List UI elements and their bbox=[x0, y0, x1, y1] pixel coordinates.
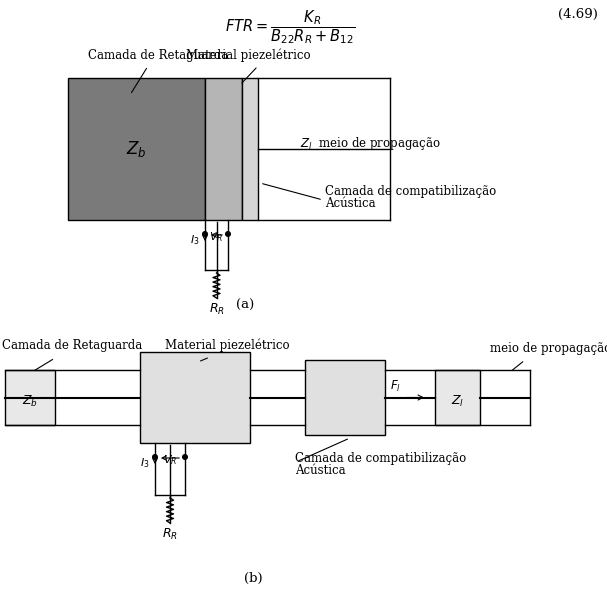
Text: $R_R$: $R_R$ bbox=[162, 527, 178, 542]
Text: $V_R$: $V_R$ bbox=[163, 453, 177, 467]
Text: meio de propagação: meio de propagação bbox=[490, 342, 607, 355]
Text: $I_3$: $I_3$ bbox=[191, 233, 200, 247]
Circle shape bbox=[203, 232, 208, 236]
Text: Material piezelétrico: Material piezelétrico bbox=[186, 49, 310, 62]
Text: $V_R$: $V_R$ bbox=[209, 230, 223, 244]
Text: $Z_b$: $Z_b$ bbox=[126, 139, 147, 159]
Circle shape bbox=[183, 454, 188, 459]
Text: Acústica: Acústica bbox=[295, 464, 345, 477]
Bar bbox=[205, 78, 242, 220]
Text: $Z_b$: $Z_b$ bbox=[22, 394, 38, 409]
Bar bbox=[435, 370, 480, 425]
Circle shape bbox=[226, 232, 230, 236]
Text: Acústica: Acústica bbox=[325, 197, 376, 210]
Bar bbox=[140, 352, 250, 443]
Text: $Z_l$: $Z_l$ bbox=[451, 394, 464, 409]
Text: $R_R$: $R_R$ bbox=[209, 302, 225, 317]
Text: Camada de Retaguarda: Camada de Retaguarda bbox=[88, 49, 228, 62]
Bar bbox=[68, 78, 205, 220]
Text: Material piezelétrico: Material piezelétrico bbox=[165, 339, 290, 352]
Text: Camada de compatibilização: Camada de compatibilização bbox=[325, 185, 497, 198]
Text: $F_l$: $F_l$ bbox=[390, 380, 401, 394]
Text: $I_3$: $I_3$ bbox=[140, 456, 150, 470]
Text: $FTR = \dfrac{K_R}{B_{22}R_R + B_{12}}$: $FTR = \dfrac{K_R}{B_{22}R_R + B_{12}}$ bbox=[225, 8, 355, 46]
Bar bbox=[305, 360, 385, 435]
Text: Camada de Retaguarda: Camada de Retaguarda bbox=[2, 339, 142, 352]
Text: Camada de compatibilização: Camada de compatibilização bbox=[295, 452, 466, 465]
Bar bbox=[242, 78, 258, 220]
Text: (b): (b) bbox=[243, 571, 262, 584]
Bar bbox=[5, 370, 55, 425]
Text: $Z_l$  meio de propagação: $Z_l$ meio de propagação bbox=[300, 135, 441, 153]
Text: (4.69): (4.69) bbox=[558, 8, 598, 21]
Circle shape bbox=[153, 454, 157, 459]
Text: (a): (a) bbox=[236, 299, 254, 311]
